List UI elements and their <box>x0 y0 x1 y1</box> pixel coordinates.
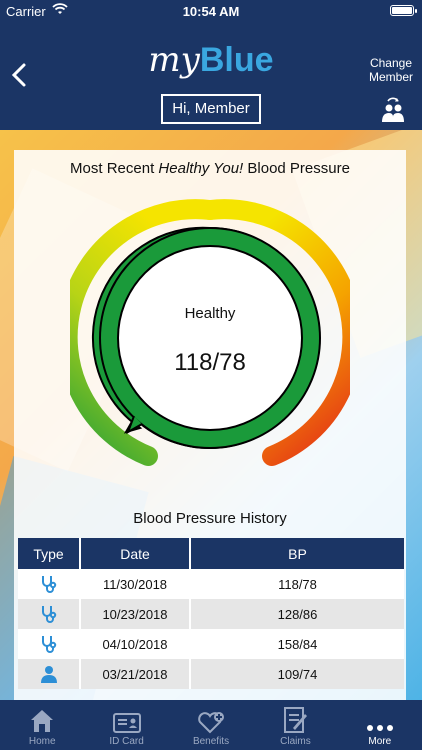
change-member-button[interactable]: Change Member <box>368 56 413 84</box>
wifi-icon <box>52 3 68 14</box>
claims-document-icon <box>284 707 308 733</box>
type-cell <box>18 659 80 689</box>
date-cell: 10/23/2018 <box>79 599 190 629</box>
table-row[interactable]: 11/30/2018 118/78 <box>18 569 404 599</box>
history-table: Type Date BP 11/30/2018 118/78 10/23/201… <box>18 538 404 689</box>
type-cell <box>18 569 80 599</box>
gauge-status-label: Healthy <box>184 305 236 322</box>
status-bar: Carrier 10:54 AM <box>0 0 422 22</box>
bp-cell: 109/74 <box>189 659 404 689</box>
app-logo: myBlue <box>148 40 274 80</box>
blood-pressure-gauge <box>70 199 350 466</box>
app-header: Carrier 10:54 AM myBlue Change Member Hi… <box>0 0 422 130</box>
bp-cell: 128/86 <box>189 599 404 629</box>
table-header-row: Type Date BP <box>18 538 404 569</box>
bp-cell: 158/84 <box>189 629 404 659</box>
back-chevron-icon[interactable] <box>8 60 32 90</box>
history-title: Blood Pressure History <box>133 510 287 527</box>
tab-label: Benefits <box>192 736 230 747</box>
column-header-type: Type <box>18 538 80 569</box>
tab-label: ID Card <box>109 736 144 747</box>
tab-label: Claims <box>280 736 311 747</box>
date-cell: 03/21/2018 <box>79 659 190 689</box>
date-cell: 11/30/2018 <box>79 569 190 599</box>
stethoscope-icon <box>41 606 56 623</box>
card-title: Most Recent Healthy You! Blood Pressure <box>70 160 350 177</box>
more-dots-icon <box>366 725 393 731</box>
clock: 10:54 AM <box>182 4 240 19</box>
bp-cell: 118/78 <box>189 569 404 599</box>
gauge-arc-right <box>200 199 350 466</box>
blood-pressure-card: Most Recent Healthy You! Blood Pressure … <box>14 150 406 700</box>
tab-label: More <box>368 736 392 747</box>
tab-id-card[interactable]: ID Card <box>84 700 168 750</box>
id-card-icon <box>112 713 141 733</box>
column-header-bp: BP <box>189 538 404 569</box>
home-icon <box>31 710 54 732</box>
gauge-reading: 118/78 <box>174 349 246 376</box>
stethoscope-icon <box>41 576 56 593</box>
tab-more[interactable]: More <box>338 700 422 750</box>
type-cell <box>18 599 80 629</box>
table-row[interactable]: 04/10/2018 158/84 <box>18 629 404 659</box>
tab-home[interactable]: Home <box>0 700 84 750</box>
carrier-label: Carrier <box>6 4 46 19</box>
battery-icon <box>390 5 417 16</box>
table-row[interactable]: 10/23/2018 128/86 <box>18 599 404 629</box>
date-cell: 04/10/2018 <box>79 629 190 659</box>
tab-benefits[interactable]: Benefits <box>169 700 253 750</box>
greeting-label: Hi, Member <box>161 94 261 124</box>
switch-member-icon[interactable] <box>380 96 406 124</box>
table-row[interactable]: 03/21/2018 109/74 <box>18 659 404 689</box>
tab-bar: Home ID Card Benefits Claims More <box>0 700 422 750</box>
column-header-date: Date <box>79 538 190 569</box>
tab-label: Home <box>28 736 56 747</box>
benefits-heart-icon <box>198 712 225 734</box>
person-icon <box>40 666 57 683</box>
stethoscope-icon <box>41 636 56 653</box>
gauge-arc-left <box>70 199 220 466</box>
type-cell <box>18 629 80 659</box>
tab-claims[interactable]: Claims <box>253 700 337 750</box>
